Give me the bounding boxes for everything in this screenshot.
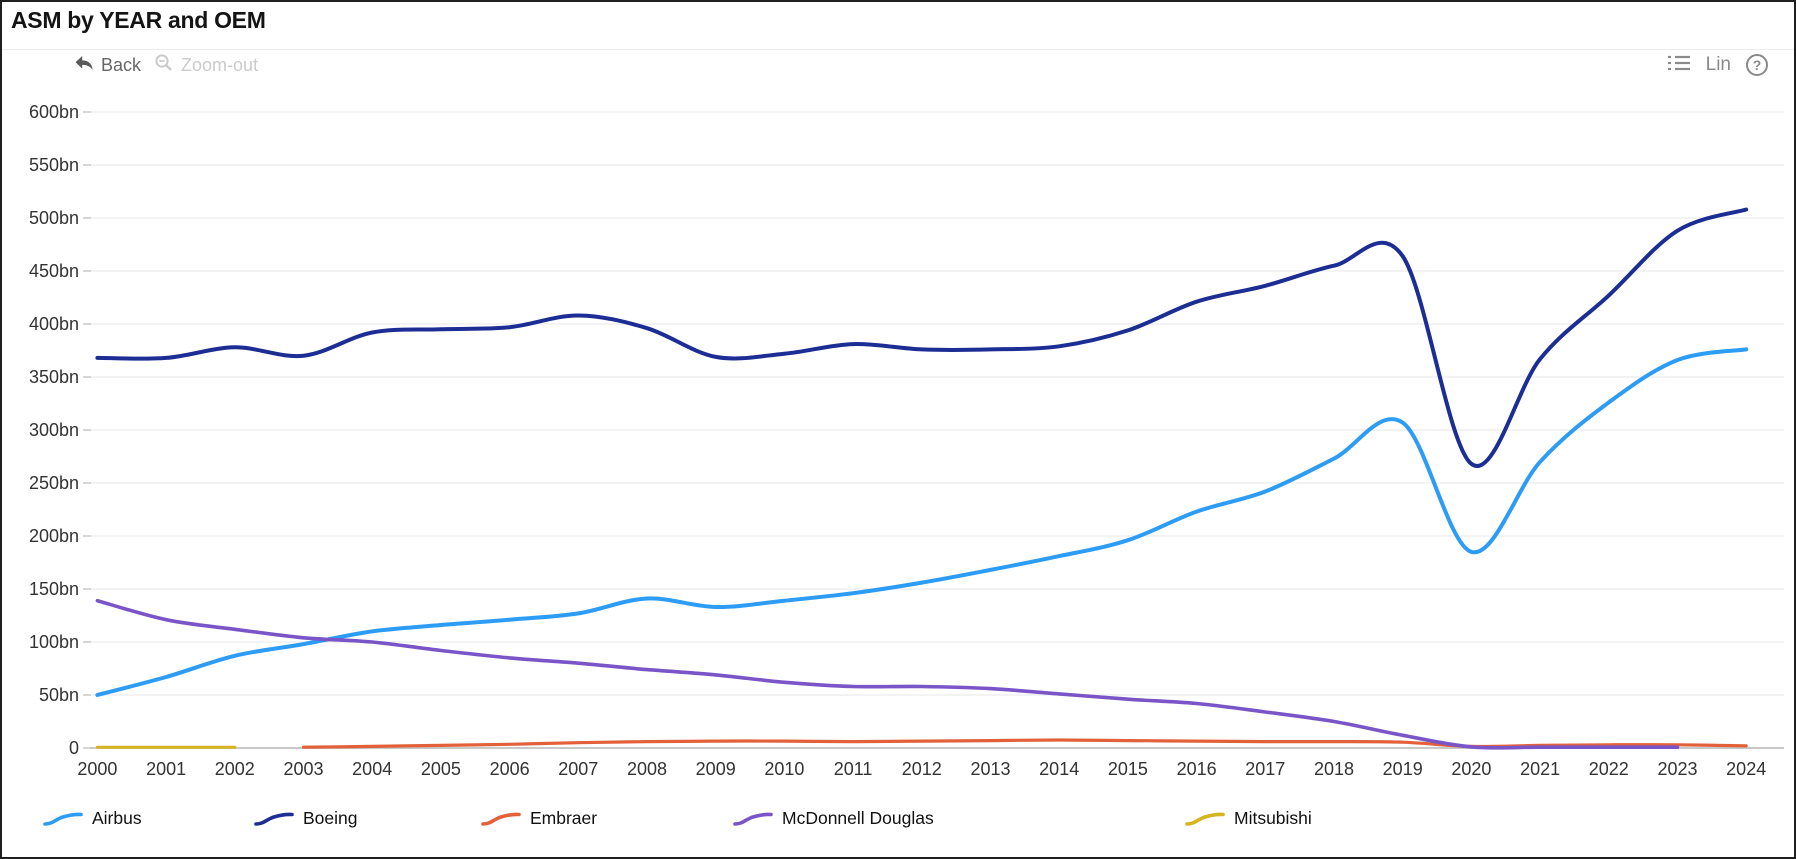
x-tick-label: 2020 <box>1451 759 1491 779</box>
y-tick-label: 500bn <box>29 208 79 228</box>
x-tick-label: 2005 <box>421 759 461 779</box>
y-tick-label: 250bn <box>29 473 79 493</box>
x-tick-label: 2010 <box>764 759 804 779</box>
y-tick-label: 50bn <box>39 685 79 705</box>
x-tick-label: 2016 <box>1177 759 1217 779</box>
page-title: ASM by YEAR and OEM <box>11 7 266 33</box>
x-tick-label: 2018 <box>1314 759 1354 779</box>
x-tick-label: 2001 <box>146 759 186 779</box>
zoom-out-button[interactable]: Zoom-out <box>154 50 258 80</box>
y-tick-label: 600bn <box>29 102 79 122</box>
x-tick-label: 2012 <box>902 759 942 779</box>
legend-label: Embraer <box>530 808 598 828</box>
back-button[interactable]: Back <box>74 50 141 80</box>
x-tick-label: 2013 <box>970 759 1010 779</box>
x-tick-label: 2002 <box>215 759 255 779</box>
legend-item-embraer[interactable]: Embraer <box>480 808 597 829</box>
zoom-out-button-label: Zoom-out <box>181 54 259 75</box>
x-tick-label: 2003 <box>283 759 323 779</box>
y-tick-label: 350bn <box>29 367 79 387</box>
reply-arrow-icon <box>74 53 94 78</box>
legend-swatch-mitsubishi <box>1185 812 1225 826</box>
legend-item-mcdonnell-douglas[interactable]: McDonnell Douglas <box>732 808 934 829</box>
right-toolbar-group: Lin ? <box>1667 50 1768 80</box>
list-icon[interactable] <box>1667 53 1691 78</box>
y-tick-label: 100bn <box>29 632 79 652</box>
x-tick-label: 2015 <box>1108 759 1148 779</box>
back-button-label: Back <box>101 54 142 75</box>
magnifier-minus-icon <box>154 53 174 78</box>
legend-item-mitsubishi[interactable]: Mitsubishi <box>1184 808 1312 829</box>
help-circle-icon[interactable]: ? <box>1746 54 1768 76</box>
x-tick-label: 2011 <box>834 759 873 779</box>
legend-item-airbus[interactable]: Airbus <box>42 808 142 829</box>
y-tick-label: 150bn <box>29 579 79 599</box>
x-tick-label: 2019 <box>1383 759 1423 779</box>
x-tick-label: 2021 <box>1520 759 1560 779</box>
toolbar: Back Zoom-out Lin ? <box>2 50 1794 82</box>
x-tick-label: 2022 <box>1589 759 1629 779</box>
y-tick-label: 200bn <box>29 526 79 546</box>
toolbar-divider <box>2 49 1794 50</box>
legend-label: McDonnell Douglas <box>782 808 934 828</box>
y-tick-label: 550bn <box>29 155 79 175</box>
legend-swatch-boeing <box>254 812 294 826</box>
x-tick-label: 2006 <box>490 759 530 779</box>
x-tick-label: 2000 <box>77 759 117 779</box>
x-tick-label: 2004 <box>352 759 392 779</box>
legend-label: Boeing <box>303 808 358 828</box>
y-tick-label: 450bn <box>29 261 79 281</box>
series-line-boeing[interactable] <box>95 207 1749 468</box>
x-tick-label: 2017 <box>1245 759 1285 779</box>
legend-swatch-mcdonnell-douglas <box>733 812 773 826</box>
legend-label: Airbus <box>92 808 142 828</box>
y-tick-label: 0 <box>69 738 79 758</box>
scale-mode-toggle[interactable]: Lin <box>1705 54 1731 75</box>
series-line-airbus[interactable] <box>95 347 1749 697</box>
legend-item-boeing[interactable]: Boeing <box>253 808 358 829</box>
legend-label: Mitsubishi <box>1234 808 1312 828</box>
y-tick-label: 400bn <box>29 314 79 334</box>
x-tick-label: 2014 <box>1039 759 1079 779</box>
x-tick-label: 2008 <box>627 759 667 779</box>
x-tick-label: 2007 <box>558 759 598 779</box>
x-tick-label: 2023 <box>1657 759 1697 779</box>
legend-swatch-airbus <box>43 812 83 826</box>
x-tick-label: 2024 <box>1726 759 1766 779</box>
y-tick-label: 300bn <box>29 420 79 440</box>
legend: Airbus Boeing Embraer McDonnell Douglas Mits… <box>2 808 1794 844</box>
legend-swatch-embraer <box>481 812 521 826</box>
series-line-mcdonnell-douglas[interactable] <box>95 598 1680 750</box>
x-tick-label: 2009 <box>696 759 736 779</box>
